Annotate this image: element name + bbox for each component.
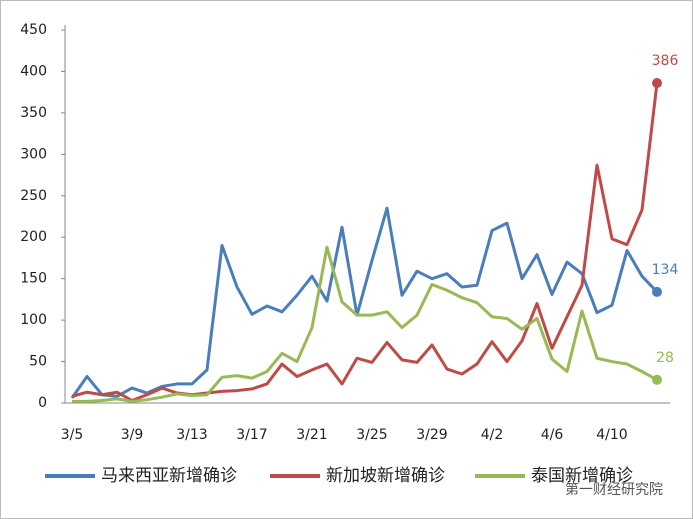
end-marker: [652, 286, 662, 297]
y-tick-label: 350: [20, 105, 47, 121]
end-marker: [652, 78, 662, 89]
y-tick-label: 250: [20, 188, 47, 204]
watermark: 第一财经研究院: [565, 481, 663, 498]
y-tick-label: 100: [20, 312, 47, 328]
x-tick-label: 3/13: [176, 427, 207, 443]
x-tick-label: 3/5: [61, 427, 84, 443]
y-tick-label: 400: [20, 63, 47, 79]
x-tick-label: 3/21: [296, 427, 327, 443]
x-tick-label: 3/25: [356, 427, 387, 443]
legend-label: 马来西亚新增确诊: [101, 466, 237, 486]
x-tick-label: 3/29: [416, 427, 447, 443]
x-tick-label: 4/10: [596, 427, 627, 443]
series-line: [72, 245, 658, 403]
legend-label: 新加坡新增确诊: [326, 466, 445, 486]
x-tick-label: 3/9: [121, 427, 144, 443]
legend-label: 泰国新增确诊: [531, 466, 633, 486]
x-tick-label: 3/17: [236, 427, 267, 443]
series-line: [71, 82, 659, 403]
y-tick-label: 50: [29, 354, 47, 370]
end-label: 386: [652, 53, 679, 69]
series-line: [70, 206, 659, 399]
y-tick-label: 300: [20, 146, 47, 162]
end-label: 134: [652, 262, 679, 278]
y-tick-label: 150: [20, 271, 47, 287]
x-tick-label: 4/2: [481, 427, 504, 443]
y-tick-label: 450: [20, 22, 47, 38]
end-label: 28: [656, 350, 674, 366]
y-tick-label: 200: [20, 229, 47, 245]
y-tick-label: 0: [38, 395, 47, 411]
x-tick-label: 4/6: [541, 427, 564, 443]
end-marker: [652, 374, 662, 385]
